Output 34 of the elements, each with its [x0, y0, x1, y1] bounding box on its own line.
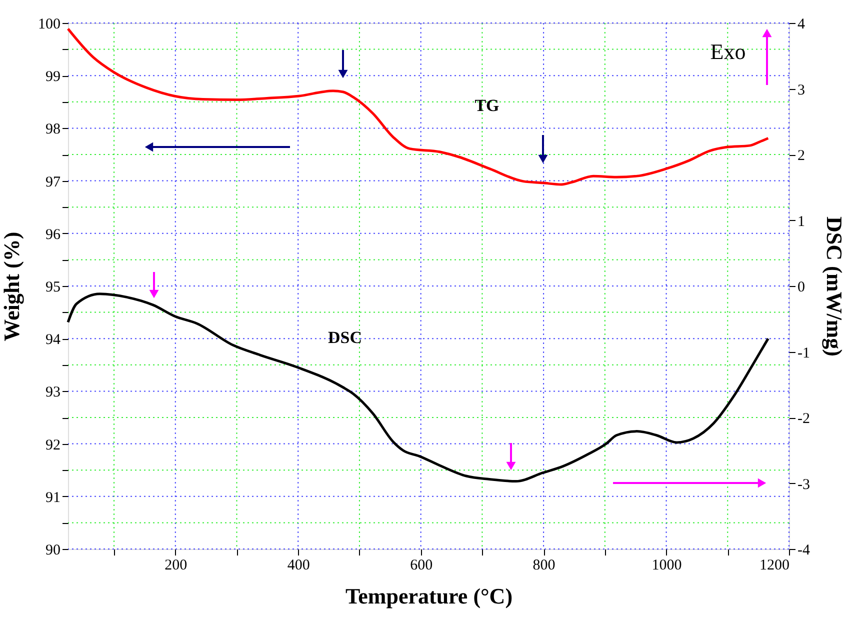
y-tick-label: 95: [46, 280, 60, 296]
y2-tick-label: 0: [798, 280, 805, 296]
y-tick-label: 97: [46, 174, 61, 190]
y-tick-label: 91: [46, 490, 60, 506]
y2-tick-label: -3: [798, 476, 810, 493]
y-tick-label: 100: [38, 16, 60, 32]
y-tick-label: 90: [46, 542, 60, 558]
x-tick-label: 1000: [652, 558, 682, 574]
annotation: Exo: [710, 39, 746, 64]
x-tick-label: 200: [164, 558, 188, 574]
y2-tick-label: 3: [798, 82, 805, 98]
y-tick-label: 94: [46, 332, 61, 348]
y2-tick-label: 1: [798, 214, 805, 230]
x-tick-label: 400: [287, 558, 310, 574]
x-tick-label: 600: [410, 558, 433, 574]
annotation: TG: [474, 96, 500, 115]
annotation: DSC: [328, 328, 362, 347]
y-tick-label: 96: [46, 226, 61, 243]
y2-axis-title: DSC (mW/mg): [822, 216, 845, 356]
y-tick-label: 93: [46, 384, 60, 401]
y-tick-label: 98: [46, 122, 60, 138]
y-tick-label: 92: [46, 437, 60, 454]
x-axis-title: Temperature (°C): [345, 584, 513, 608]
line-series: [66, 292, 770, 483]
y2-tick-label: 2: [798, 148, 805, 164]
y2-tick-label: 4: [798, 16, 806, 32]
line-series: [66, 28, 770, 186]
y2-tick-label: -2: [798, 411, 810, 427]
y-tick-label: 99: [46, 69, 60, 86]
y2-tick-label: -4: [798, 542, 810, 558]
x-tick-label: 1200: [760, 558, 790, 574]
x-tick-label: 800: [532, 558, 556, 574]
y-axis-title: Weight (%): [0, 232, 24, 342]
y2-tick-label: -1: [798, 345, 810, 362]
